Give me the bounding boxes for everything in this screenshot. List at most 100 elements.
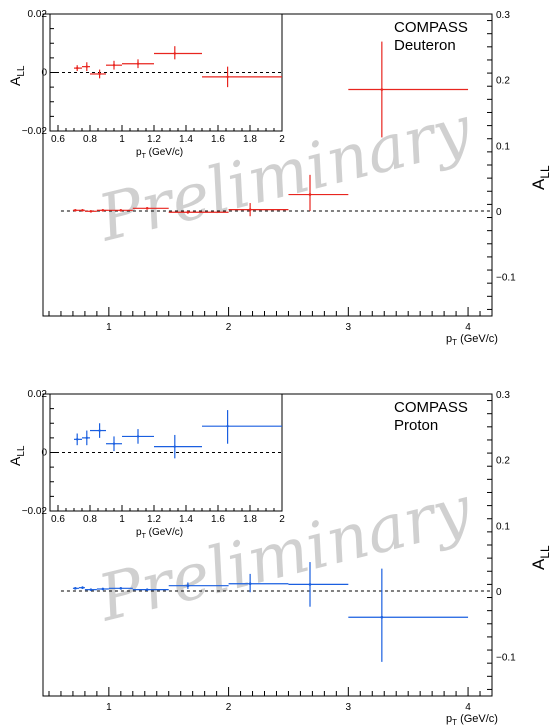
y-tick-label: 0 <box>496 207 502 218</box>
inset-point-marker <box>173 52 176 55</box>
experiment-label: COMPASS <box>394 399 468 416</box>
inset-x-tick-label: 0.6 <box>51 134 65 145</box>
inset-data-point <box>122 59 154 69</box>
main-data-point <box>168 582 229 589</box>
x-tick-label: 4 <box>465 702 471 713</box>
main-data-point <box>228 573 289 593</box>
inset-point-marker <box>173 445 176 448</box>
inset-x-tick-label: 1.6 <box>211 134 225 145</box>
main-data-point <box>132 588 169 591</box>
y-tick-label: 0.1 <box>496 141 510 152</box>
main-data-point <box>348 568 469 662</box>
inset-data-point <box>106 436 122 452</box>
main-point-marker <box>145 207 149 210</box>
inset-x-tick-label: 2 <box>279 134 285 145</box>
main-point-marker <box>74 209 77 212</box>
inset-point-marker <box>136 62 140 65</box>
inset-x-tick-label: 1.4 <box>179 514 193 525</box>
y-tick-label: 0.1 <box>496 521 510 532</box>
inset-data-point <box>74 433 82 446</box>
inset-x-tick-label: 1.2 <box>147 134 161 145</box>
inset-x-tick-label: 1 <box>119 134 125 145</box>
inset-x-tick-label: 1.6 <box>211 514 225 525</box>
y-tick-label: 0.2 <box>496 76 510 87</box>
main-data-point <box>108 209 133 212</box>
y-tick-label: 0.2 <box>496 456 510 467</box>
main-data-point <box>96 209 109 212</box>
main-point-marker <box>81 209 84 212</box>
main-data-point <box>84 209 97 213</box>
main-point-marker <box>119 587 123 590</box>
main-data-point <box>78 586 85 589</box>
x-tick-label: 1 <box>106 702 112 713</box>
inset-y-axis-title: ALL <box>7 65 27 86</box>
x-tick-label: 2 <box>226 322 232 333</box>
inset-data-point <box>90 69 106 79</box>
main-data-point <box>108 587 133 590</box>
y-tick-label: −0.1 <box>496 273 516 284</box>
main-y-axis-title-base: A <box>529 558 548 570</box>
main-x-axis-title-subscript: T <box>452 338 457 347</box>
experiment-label: COMPASS <box>394 19 468 36</box>
main-point-marker <box>248 208 252 211</box>
inset-data-point <box>106 60 122 70</box>
x-tick-label: 3 <box>346 702 352 713</box>
inset-data-point <box>82 430 90 446</box>
main-y-axis-title-subscript: LL <box>538 545 552 559</box>
main-data-point <box>348 41 469 138</box>
main-y-axis-title: ALL <box>529 545 552 570</box>
inset-point-marker <box>226 424 229 428</box>
inset-point-marker <box>76 66 79 70</box>
main-point-marker <box>101 587 105 591</box>
inset-x-axis-title: pT (GeV/c) <box>136 527 183 540</box>
main-point-marker <box>119 209 123 212</box>
inset-x-tick-label: 1 <box>119 514 125 525</box>
inset-x-tick-label: 0.8 <box>83 134 97 145</box>
inset-y-axis-title-subscript: LL <box>16 445 27 457</box>
inset-data-point <box>154 434 202 459</box>
inset-point-marker <box>98 429 101 432</box>
x-tick-label: 1 <box>106 322 112 333</box>
main-point-marker <box>145 588 149 591</box>
inset-point-marker <box>85 65 89 68</box>
inset-y-axis-title: ALL <box>7 445 27 466</box>
inset-data-point <box>202 66 282 88</box>
main-x-axis-title: pT (GeV/c) <box>446 333 498 347</box>
main-point-marker <box>308 193 312 196</box>
main-point-marker <box>89 588 93 591</box>
inset-y-axis-title-base: A <box>7 456 23 466</box>
main-data-point <box>228 203 289 217</box>
main-y-axis-title-subscript: LL <box>538 165 552 179</box>
main-x-axis-title: pT (GeV/c) <box>446 713 498 726</box>
inset-x-tick-label: 0.8 <box>83 514 97 525</box>
inset-point-marker <box>98 72 101 76</box>
inset-y-tick-label: 0 <box>41 68 47 79</box>
inset-data-point <box>122 429 154 444</box>
inset-data-point <box>74 65 82 72</box>
y-tick-label: 0.3 <box>496 10 510 21</box>
x-tick-label: 3 <box>346 322 352 333</box>
main-point-marker <box>89 209 93 213</box>
inset-x-tick-label: 1.8 <box>243 134 257 145</box>
main-x-axis-title-unit: (GeV/c) <box>457 713 498 725</box>
inset-y-axis-title-base: A <box>7 76 23 86</box>
inset-point-marker <box>112 63 116 67</box>
inset-data-point <box>202 410 282 444</box>
main-point-marker <box>81 586 84 589</box>
inset-x-axis-title: pT (GeV/c) <box>136 147 183 160</box>
y-tick-label: −0.1 <box>496 653 516 664</box>
inset-y-tick-label: 0.02 <box>28 389 48 400</box>
main-y-axis-title: ALL <box>529 165 552 190</box>
inset-point-marker <box>112 442 116 445</box>
inset-x-axis-title-unit: (GeV/c) <box>146 527 183 538</box>
inset-point-marker <box>76 438 79 441</box>
x-tick-label: 2 <box>226 702 232 713</box>
main-point-marker <box>380 615 384 619</box>
inset-x-tick-label: 1.4 <box>179 134 193 145</box>
inset-x-tick-label: 2 <box>279 514 285 525</box>
main-point-marker <box>186 210 190 214</box>
inset-y-tick-label: −0.02 <box>22 506 48 517</box>
inset-y-tick-label: 0.02 <box>28 9 48 20</box>
main-x-axis-title-unit: (GeV/c) <box>457 333 498 345</box>
